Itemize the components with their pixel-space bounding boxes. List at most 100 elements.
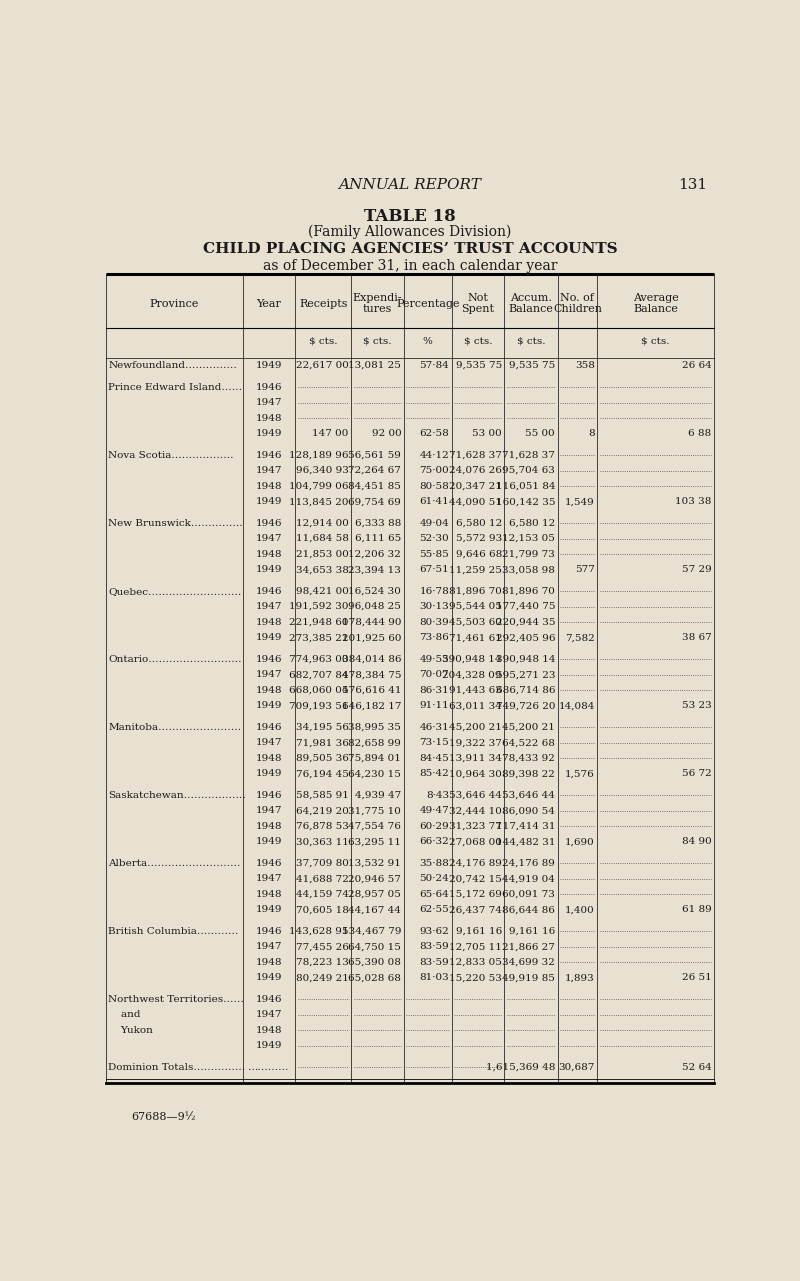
Text: 14,084: 14,084 xyxy=(558,701,594,710)
Text: New Brunswick……………: New Brunswick…………… xyxy=(108,519,243,528)
Text: 128,189 96: 128,189 96 xyxy=(289,451,349,460)
Text: 1948: 1948 xyxy=(256,890,282,899)
Text: 1948: 1948 xyxy=(256,958,282,967)
Text: 49·55: 49·55 xyxy=(419,655,449,664)
Text: Expendi-
tures: Expendi- tures xyxy=(353,293,402,314)
Text: 76,878 53: 76,878 53 xyxy=(296,821,349,830)
Text: 1946: 1946 xyxy=(256,383,282,392)
Text: 12,153 05: 12,153 05 xyxy=(502,534,555,543)
Text: 26 64: 26 64 xyxy=(682,361,711,370)
Text: 595,271 23: 595,271 23 xyxy=(495,670,555,679)
Text: 52 64: 52 64 xyxy=(682,1063,711,1072)
Text: 1947: 1947 xyxy=(256,466,282,475)
Text: TABLE 18: TABLE 18 xyxy=(364,208,456,225)
Text: 30,687: 30,687 xyxy=(558,1063,594,1072)
Text: 1949: 1949 xyxy=(256,838,282,847)
Text: Percentage: Percentage xyxy=(396,298,459,309)
Text: 1949: 1949 xyxy=(256,497,282,506)
Text: 78,433 92: 78,433 92 xyxy=(502,753,555,762)
Text: 1949: 1949 xyxy=(256,1041,282,1050)
Text: 1946: 1946 xyxy=(256,926,282,935)
Text: 1946: 1946 xyxy=(256,722,282,731)
Text: 49·47: 49·47 xyxy=(419,806,449,815)
Text: 191,592 30: 191,592 30 xyxy=(289,602,349,611)
Text: Province: Province xyxy=(150,298,199,309)
Text: 50·24: 50·24 xyxy=(419,874,449,883)
Text: 10,964 30: 10,964 30 xyxy=(449,769,502,779)
Text: 143,628 95: 143,628 95 xyxy=(289,926,349,935)
Text: 1948: 1948 xyxy=(256,617,282,626)
Text: ANNUAL REPORT: ANNUAL REPORT xyxy=(338,178,482,192)
Text: 1947: 1947 xyxy=(256,738,282,747)
Text: 1948: 1948 xyxy=(256,821,282,830)
Text: 72,264 67: 72,264 67 xyxy=(349,466,402,475)
Text: Not
Spent: Not Spent xyxy=(462,293,494,314)
Text: 104,799 06: 104,799 06 xyxy=(289,482,349,491)
Text: $ cts.: $ cts. xyxy=(309,337,338,346)
Text: 83·59: 83·59 xyxy=(419,958,449,967)
Text: Quebec………………………: Quebec……………………… xyxy=(108,587,242,596)
Text: 49,919 85: 49,919 85 xyxy=(502,974,555,983)
Text: 144,482 31: 144,482 31 xyxy=(495,838,555,847)
Text: 31,323 77: 31,323 77 xyxy=(449,821,502,830)
Text: 682,707 84: 682,707 84 xyxy=(289,670,349,679)
Text: 686,714 86: 686,714 86 xyxy=(495,685,555,694)
Text: $ cts.: $ cts. xyxy=(363,337,392,346)
Text: 6,111 65: 6,111 65 xyxy=(355,534,402,543)
Text: 11,684 58: 11,684 58 xyxy=(296,534,349,543)
Text: 56 72: 56 72 xyxy=(682,769,711,779)
Text: 116,051 84: 116,051 84 xyxy=(495,482,555,491)
Text: …………: ………… xyxy=(248,1063,290,1072)
Text: 774,963 00: 774,963 00 xyxy=(289,655,349,664)
Text: 1949: 1949 xyxy=(256,361,282,370)
Text: 9,535 75: 9,535 75 xyxy=(455,361,502,370)
Text: 709,193 51: 709,193 51 xyxy=(289,701,349,710)
Text: $ cts.: $ cts. xyxy=(642,337,670,346)
Text: 61 89: 61 89 xyxy=(682,906,711,915)
Text: 12,914 00: 12,914 00 xyxy=(296,519,349,528)
Text: 8: 8 xyxy=(588,429,594,438)
Text: 1948: 1948 xyxy=(256,753,282,762)
Text: 24,176 89: 24,176 89 xyxy=(502,858,555,867)
Text: 55·85: 55·85 xyxy=(419,550,449,559)
Text: $ cts.: $ cts. xyxy=(464,337,492,346)
Text: 62·58: 62·58 xyxy=(419,429,449,438)
Text: 1948: 1948 xyxy=(256,1026,282,1035)
Text: 6,333 88: 6,333 88 xyxy=(355,519,402,528)
Text: 24,176 89: 24,176 89 xyxy=(449,858,502,867)
Text: 4,939 47: 4,939 47 xyxy=(355,790,402,799)
Text: 6 88: 6 88 xyxy=(688,429,711,438)
Text: 646,182 17: 646,182 17 xyxy=(342,701,402,710)
Text: 52·30: 52·30 xyxy=(419,534,449,543)
Text: 22,617 00: 22,617 00 xyxy=(296,361,349,370)
Text: Manitoba……………………: Manitoba…………………… xyxy=(108,722,241,731)
Text: 55 00: 55 00 xyxy=(526,429,555,438)
Text: 147 00: 147 00 xyxy=(312,429,349,438)
Text: 33,058 98: 33,058 98 xyxy=(502,565,555,574)
Text: Ontario………………………: Ontario……………………… xyxy=(108,655,242,664)
Text: 1946: 1946 xyxy=(256,519,282,528)
Text: 60,091 73: 60,091 73 xyxy=(502,890,555,899)
Text: 30·13: 30·13 xyxy=(419,602,449,611)
Text: (Family Allowances Division): (Family Allowances Division) xyxy=(308,224,512,240)
Text: 67688—9½: 67688—9½ xyxy=(131,1112,195,1122)
Text: 63,295 11: 63,295 11 xyxy=(349,838,402,847)
Text: 7,582: 7,582 xyxy=(565,633,594,642)
Text: 1946: 1946 xyxy=(256,995,282,1004)
Text: 19,322 37: 19,322 37 xyxy=(449,738,502,747)
Text: 71,628 37: 71,628 37 xyxy=(502,451,555,460)
Text: 6,580 12: 6,580 12 xyxy=(455,519,502,528)
Text: 38 67: 38 67 xyxy=(682,633,711,642)
Text: 16·78: 16·78 xyxy=(419,587,449,596)
Text: 12,833 05: 12,833 05 xyxy=(449,958,502,967)
Text: 70,605 18: 70,605 18 xyxy=(296,906,349,915)
Text: 77,455 26: 77,455 26 xyxy=(296,943,349,952)
Text: 98,421 00: 98,421 00 xyxy=(296,587,349,596)
Text: Newfoundland……………: Newfoundland…………… xyxy=(108,361,237,370)
Text: 577: 577 xyxy=(575,565,594,574)
Text: 91·11: 91·11 xyxy=(419,701,449,710)
Text: 44,090 51: 44,090 51 xyxy=(449,497,502,506)
Text: 38,995 35: 38,995 35 xyxy=(349,722,402,731)
Text: 44,167 44: 44,167 44 xyxy=(349,906,402,915)
Text: 44,159 74: 44,159 74 xyxy=(296,890,349,899)
